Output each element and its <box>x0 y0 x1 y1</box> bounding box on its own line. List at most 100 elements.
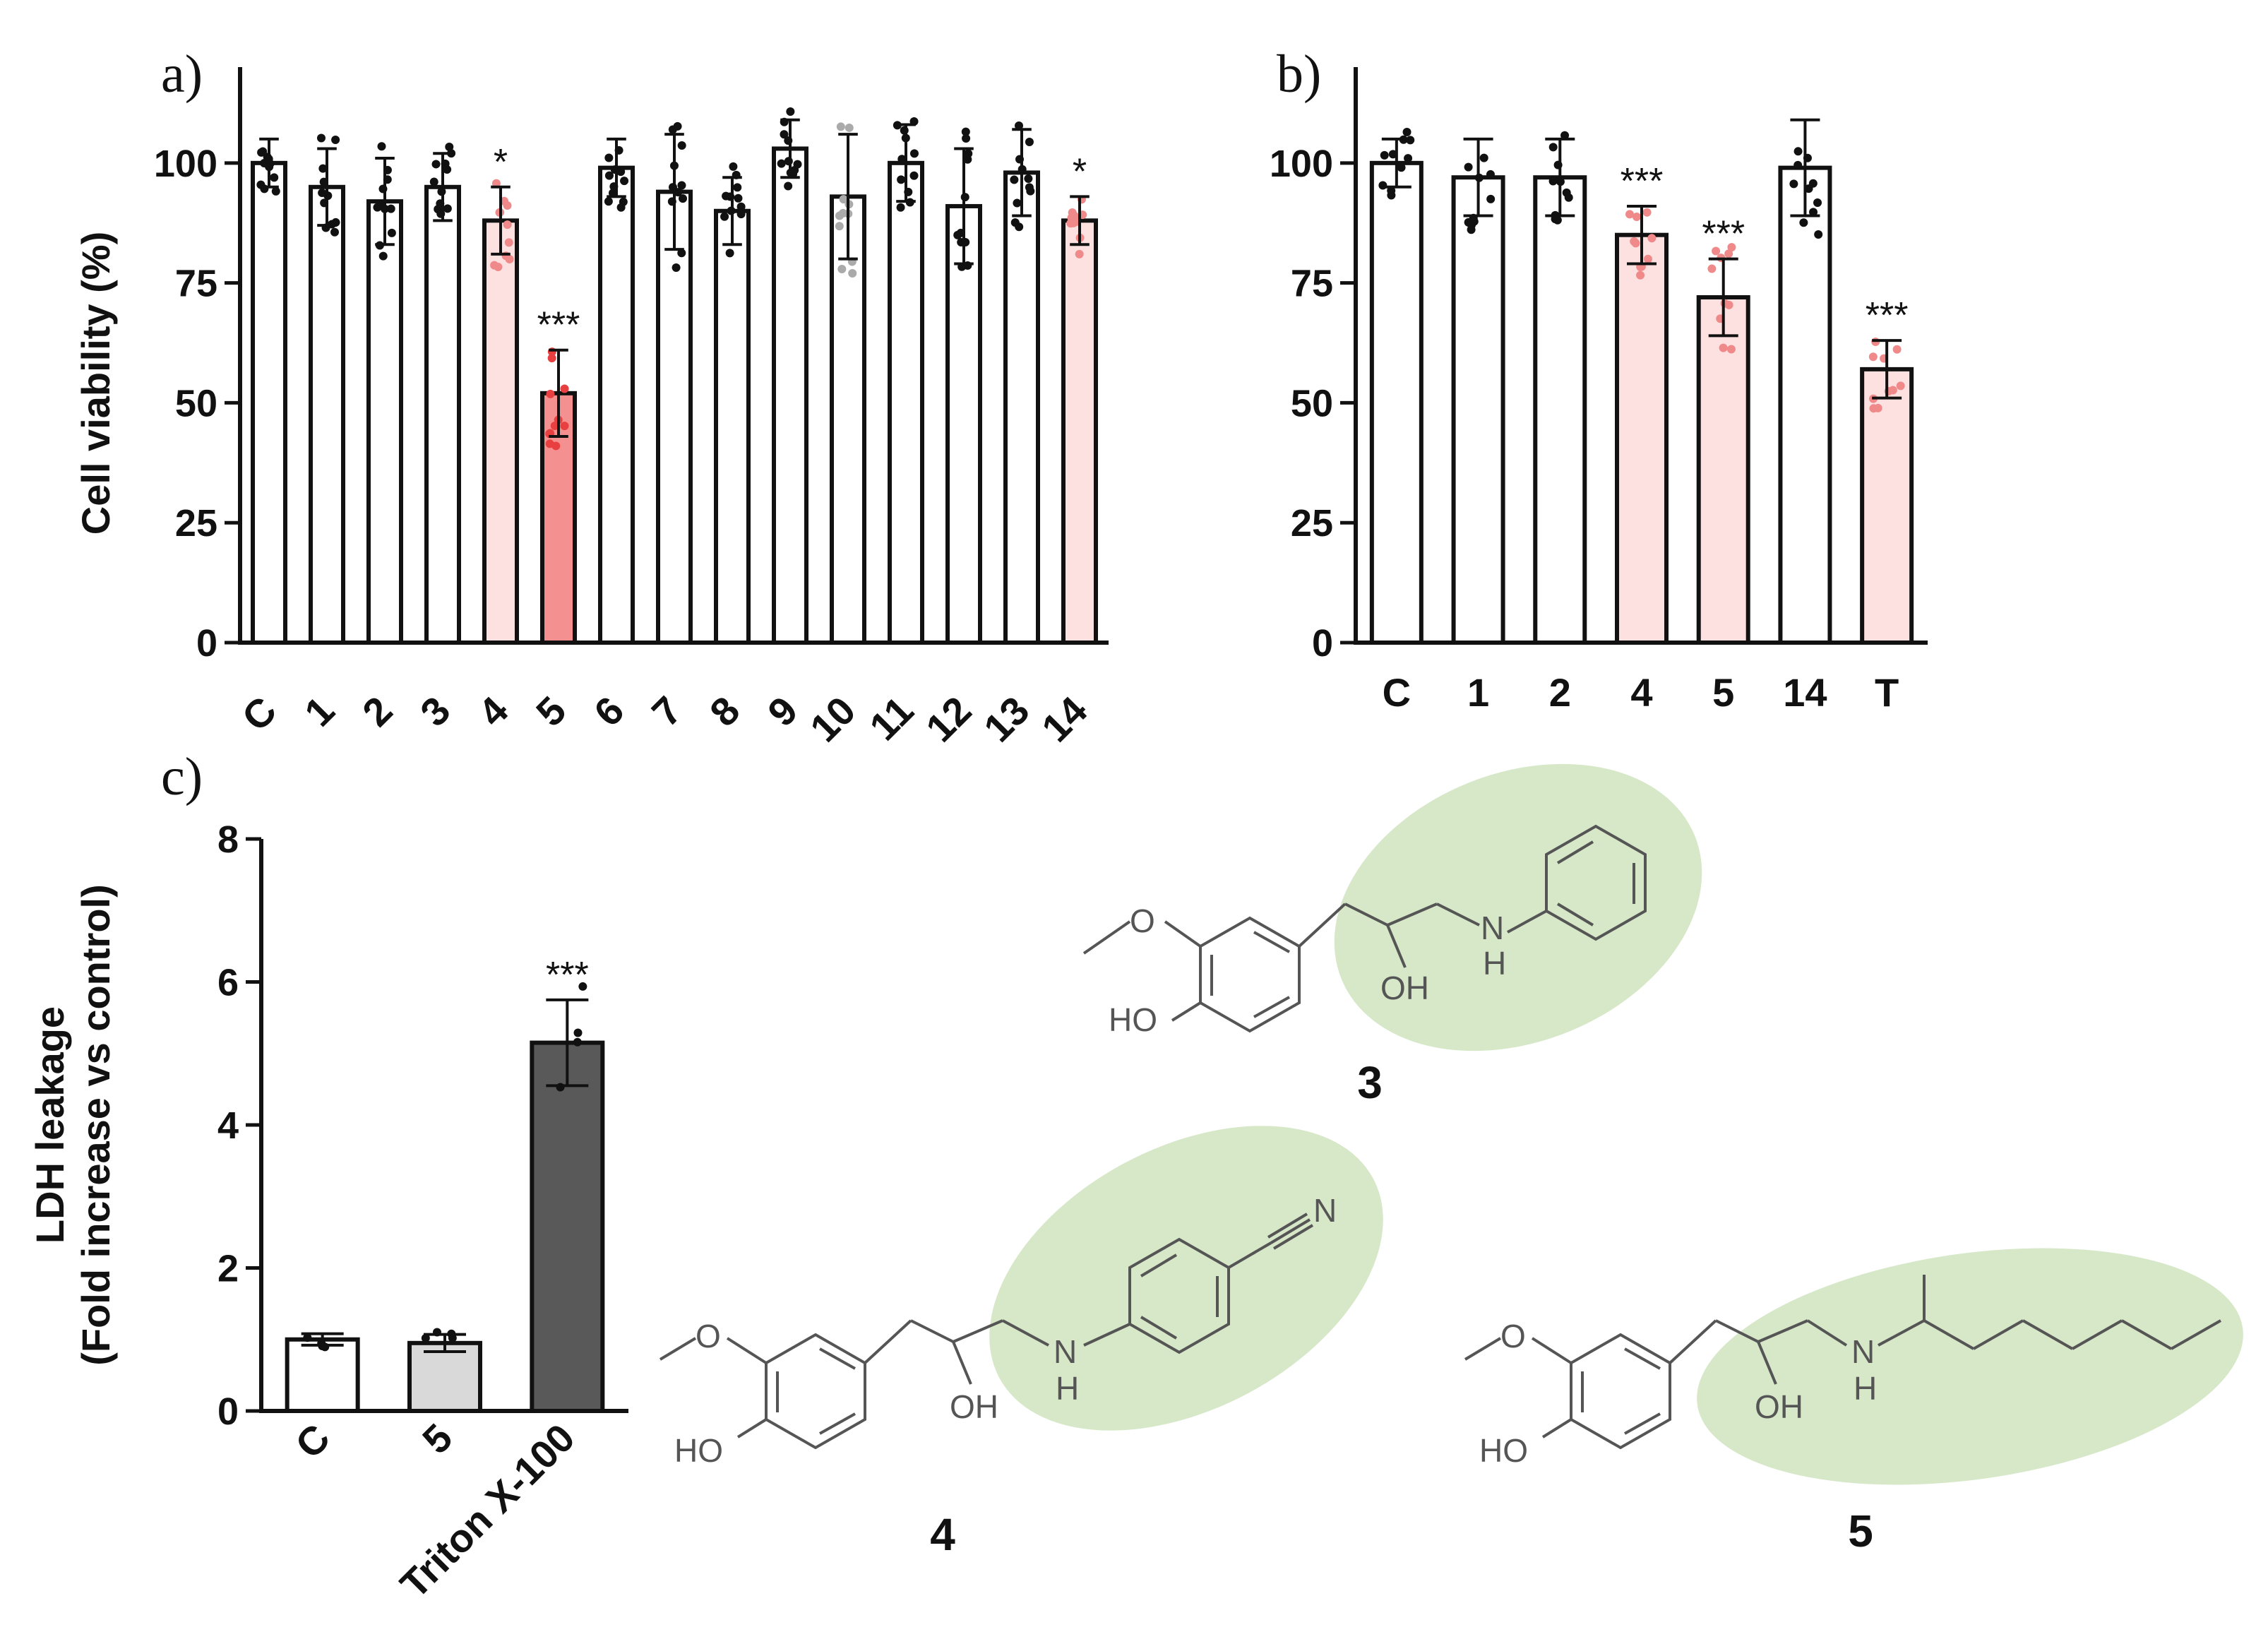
panel-a-data-point <box>722 191 731 201</box>
panel-a-data-point <box>909 149 919 158</box>
compound-4-hydroxy: HO <box>674 1432 723 1469</box>
panel-b-bar <box>1860 367 1914 645</box>
panel-b-data-point <box>1892 345 1902 354</box>
panel-a-ytick-label: 0 <box>196 622 217 665</box>
panel-b-data-point <box>1804 184 1813 193</box>
panel-c-significance: *** <box>546 955 589 996</box>
panel-a-data-point <box>1024 174 1033 183</box>
panel-a-data-point <box>848 269 857 278</box>
compound-5-amine-h: H <box>1854 1370 1877 1407</box>
panel-a-bar <box>366 199 403 645</box>
chemical-structures <box>659 763 2243 1485</box>
panel-a-data-point <box>378 251 388 261</box>
panel-a-category-label: 4 <box>470 688 517 735</box>
panel-c-y-axis-label-line2: (Fold increase vs control) <box>73 884 118 1366</box>
panel-a-data-point <box>961 127 970 136</box>
panel-b-ytick-label: 100 <box>1270 143 1333 185</box>
panel-b-data-point <box>1712 246 1721 256</box>
panel-b-category-label: 2 <box>1549 670 1571 715</box>
compound-3-hydroxy: HO <box>1109 1001 1157 1038</box>
panel-a-data-point <box>1075 249 1084 258</box>
panel-a-data-point <box>504 238 513 247</box>
panel-c-category-label: Triton X-100 <box>392 1415 583 1607</box>
panel-a-ytick-label: 100 <box>154 143 217 185</box>
panel-b-data-point <box>1636 270 1645 280</box>
panel-a-data-point <box>386 204 395 213</box>
compound-3-number: 3 <box>1357 1057 1383 1108</box>
panel-b-data-point <box>1647 234 1657 243</box>
panel-a-data-point <box>962 134 971 143</box>
panel-a-data-point <box>1025 137 1034 146</box>
panel-a-data-point <box>793 160 802 169</box>
panel-a-data-point <box>318 164 328 173</box>
panel-a-data-point <box>316 133 326 143</box>
panel-b-data-point <box>1727 243 1736 252</box>
panel-b-data-point <box>1464 218 1473 227</box>
panel-a-category-label: 1 <box>296 688 343 735</box>
panel-a-data-point <box>1014 121 1023 130</box>
panel-b-data-point <box>1814 230 1823 239</box>
panel-c-ytick-label: 2 <box>217 1248 239 1290</box>
compound-4-highlight <box>989 1126 1383 1431</box>
panel-a-data-point <box>1010 175 1019 184</box>
panel-a-data-point <box>550 421 559 430</box>
panel-a-data-point <box>443 204 452 213</box>
panel-c-y-axis-label-line1: LDH leakage <box>28 1006 72 1244</box>
panel-a-data-point <box>897 155 907 164</box>
panel-b-data-point <box>1464 162 1473 172</box>
panel-a-data-point <box>725 249 734 258</box>
panel-a-category-label: 3 <box>412 688 459 735</box>
panel-c-data-point <box>421 1333 430 1342</box>
panel-b-data-point <box>1380 150 1389 160</box>
panel-a-bar <box>656 189 693 645</box>
panel-a-category-label: 14 <box>1033 688 1096 751</box>
panel-c-data-point <box>578 982 587 991</box>
panel-a-data-point <box>784 181 793 191</box>
panel-a-data-point <box>736 202 746 211</box>
panel-a-data-point <box>331 135 340 144</box>
panel-a-bar <box>888 160 924 645</box>
panel-b-data-point <box>1642 208 1652 217</box>
panel-a-category-label: 10 <box>801 688 864 751</box>
panel-c-ytick-label: 8 <box>217 818 239 861</box>
panel-c-category-label: 5 <box>414 1415 461 1463</box>
compound-4-oh: OH <box>950 1388 998 1425</box>
compound-3-oh: OH <box>1380 970 1429 1006</box>
panel-a-bar <box>598 165 635 645</box>
panel-a-data-point <box>491 179 501 188</box>
panel-a-data-point <box>780 130 789 139</box>
panel-b-data-point <box>1707 264 1717 273</box>
panel-a-data-point <box>604 153 614 162</box>
panel-c-data-point <box>556 1083 565 1092</box>
panel-b-category-label: 5 <box>1712 670 1734 715</box>
compound-4-amine-n: N <box>1054 1333 1077 1370</box>
panel-a-bar <box>424 184 461 645</box>
panel-a-data-point <box>1068 208 1077 217</box>
panel-b-data-point <box>1486 169 1495 179</box>
panel-a-data-point <box>619 197 628 206</box>
panel-a-data-point <box>835 222 844 231</box>
panel-b-significance: *** <box>1621 161 1664 202</box>
panel-b-data-point <box>1868 352 1878 362</box>
panel-a-category-label: 2 <box>354 688 401 735</box>
panel-c-data-point <box>573 1037 582 1047</box>
panel-a-data-point <box>668 125 677 134</box>
panel-a-significance: * <box>1073 151 1087 192</box>
panel-a-data-point <box>1015 222 1024 232</box>
panel-a-data-point <box>909 171 919 180</box>
panel-c-ytick-label: 0 <box>217 1390 239 1433</box>
panel-a-data-point <box>736 210 746 219</box>
panel-a-data-point <box>387 228 396 237</box>
compound-5-oh: OH <box>1755 1388 1803 1425</box>
compound-3-methoxy-o: O <box>1130 903 1155 939</box>
panel-a-significance: *** <box>537 305 580 346</box>
panel-a-data-point <box>604 197 613 206</box>
panel-b-ytick-label: 25 <box>1291 502 1333 544</box>
panel-a-bar <box>251 160 287 645</box>
panel-a-ytick-label: 50 <box>175 382 217 424</box>
panel-a-data-point <box>547 354 556 363</box>
panel-c-bar <box>530 1040 605 1413</box>
panel-b-data-point <box>1643 254 1652 263</box>
compound-5-hydroxy: HO <box>1479 1432 1528 1469</box>
